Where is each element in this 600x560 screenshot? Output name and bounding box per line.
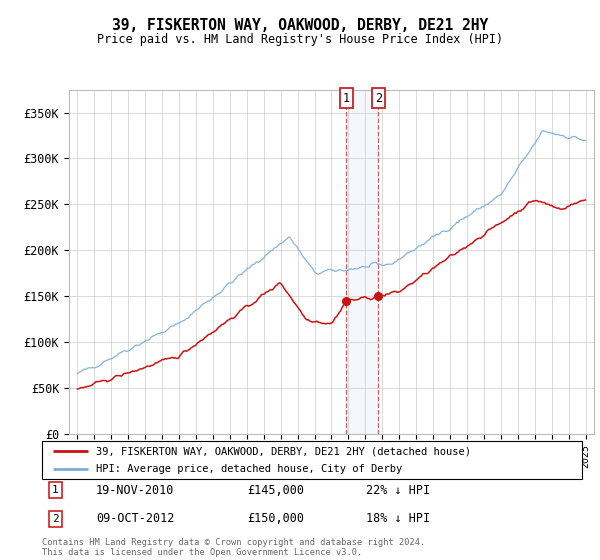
Text: 39, FISKERTON WAY, OAKWOOD, DERBY, DE21 2HY (detached house): 39, FISKERTON WAY, OAKWOOD, DERBY, DE21 …	[96, 446, 471, 456]
Text: £150,000: £150,000	[247, 512, 304, 525]
Text: HPI: Average price, detached house, City of Derby: HPI: Average price, detached house, City…	[96, 464, 402, 474]
Text: 2: 2	[375, 92, 382, 105]
Text: 18% ↓ HPI: 18% ↓ HPI	[366, 512, 430, 525]
Text: 1: 1	[52, 485, 59, 495]
Text: Price paid vs. HM Land Registry's House Price Index (HPI): Price paid vs. HM Land Registry's House …	[97, 32, 503, 46]
Text: 19-NOV-2010: 19-NOV-2010	[96, 484, 175, 497]
Text: Contains HM Land Registry data © Crown copyright and database right 2024.
This d: Contains HM Land Registry data © Crown c…	[42, 538, 425, 557]
Text: 39, FISKERTON WAY, OAKWOOD, DERBY, DE21 2HY: 39, FISKERTON WAY, OAKWOOD, DERBY, DE21 …	[112, 18, 488, 32]
Text: 09-OCT-2012: 09-OCT-2012	[96, 512, 175, 525]
Text: 2: 2	[52, 514, 59, 524]
Bar	[346, 90, 379, 434]
Text: 22% ↓ HPI: 22% ↓ HPI	[366, 484, 430, 497]
Text: 1: 1	[343, 92, 350, 105]
Text: £145,000: £145,000	[247, 484, 304, 497]
